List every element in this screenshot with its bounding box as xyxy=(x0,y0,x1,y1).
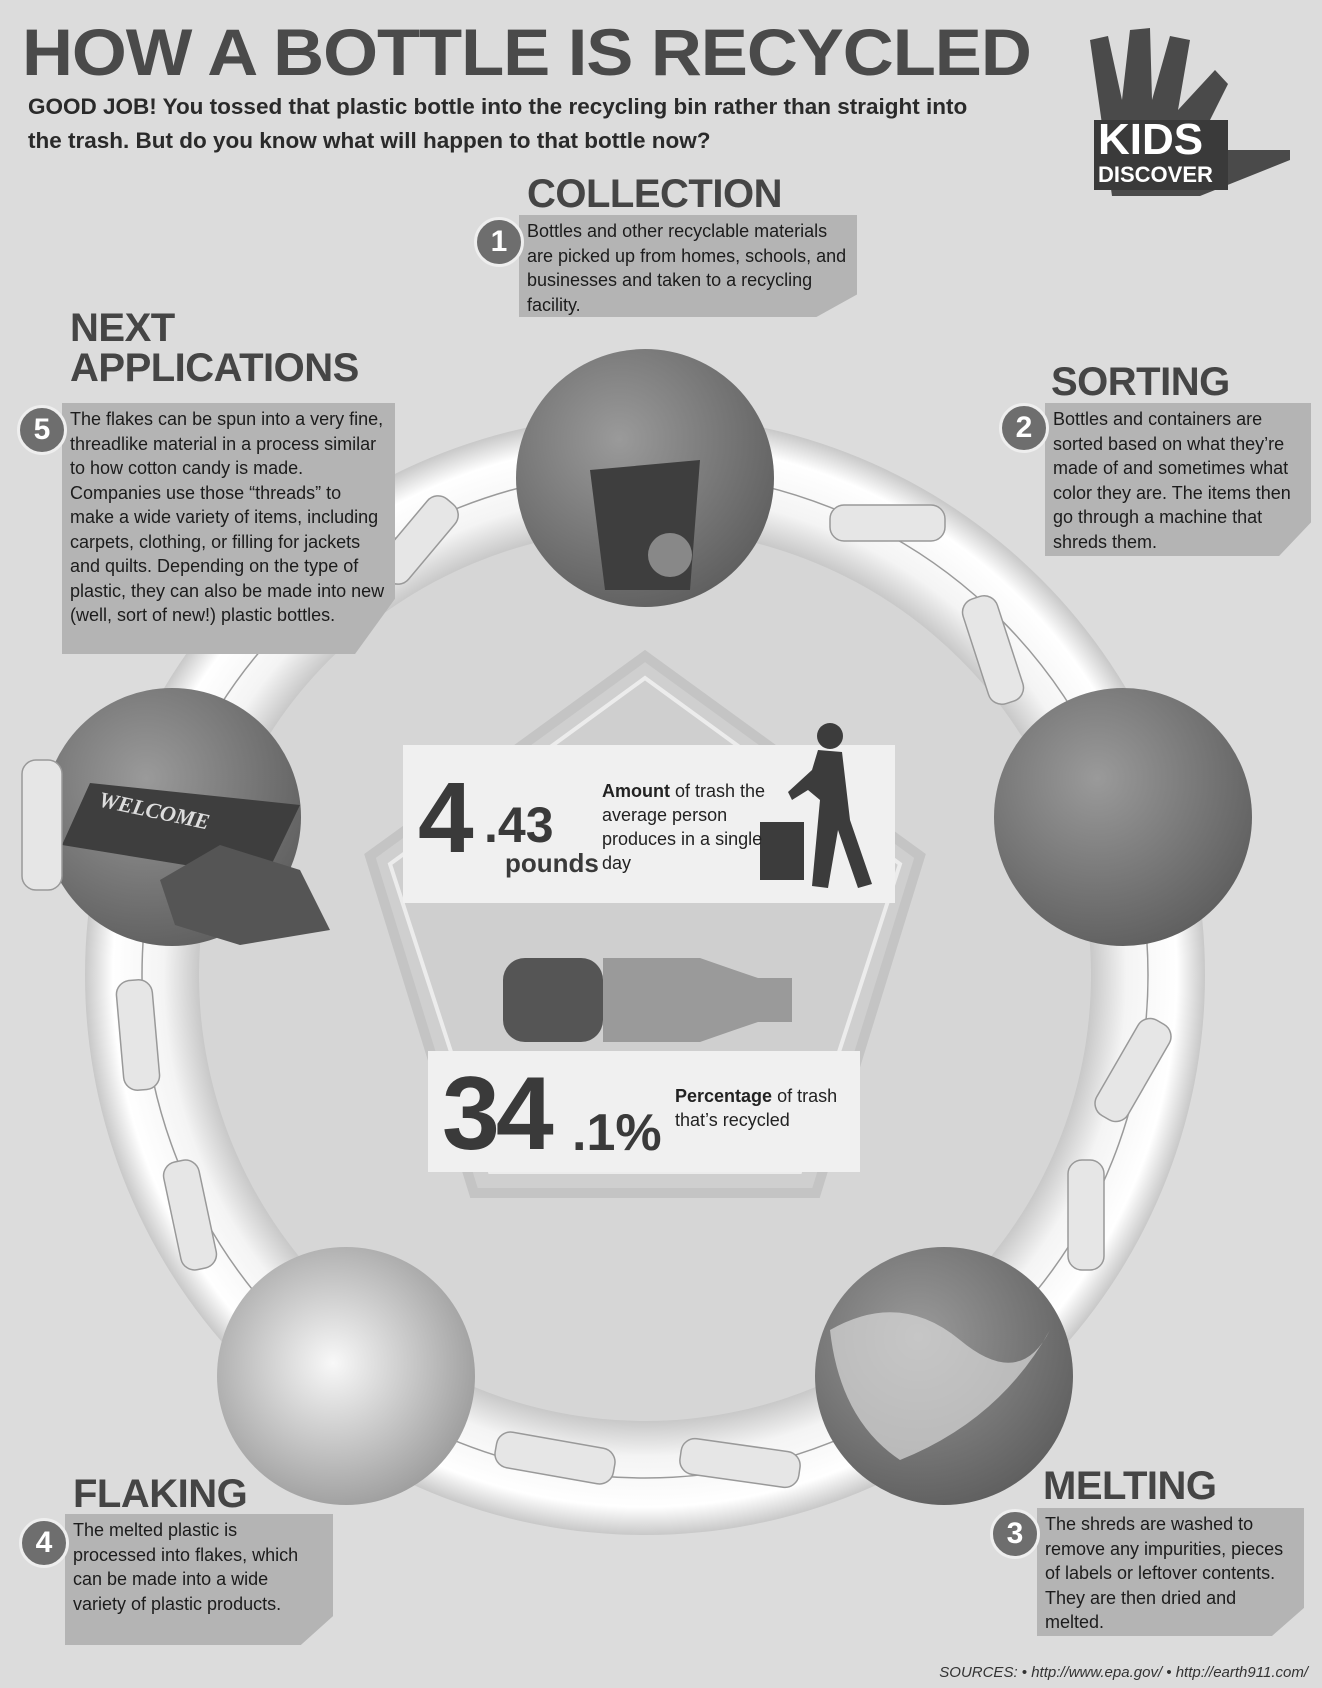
step-text: Bottles and other recyclable materials a… xyxy=(519,215,857,317)
stat-label-rest: of trash the average person produces in … xyxy=(602,781,766,873)
photo-circles xyxy=(43,349,1252,1505)
logo-text: KIDS xyxy=(1098,115,1204,164)
stat-label-bold: Amount xyxy=(602,781,670,801)
logo-hand xyxy=(1090,28,1290,196)
stat-label-rest: of trash that’s recycled xyxy=(675,1086,838,1130)
stat-whole: 34 xyxy=(442,1056,554,1172)
bottle-dark xyxy=(503,958,603,1042)
step-heading: FLAKING xyxy=(73,1472,248,1516)
intro: GOOD JOB! You tossed that plastic bottle… xyxy=(28,94,968,153)
stat-whole: 4 xyxy=(418,762,474,874)
step-heading: NEXT APPLICATIONS xyxy=(70,306,359,390)
person-silhouette xyxy=(760,723,872,888)
step-number: 3 xyxy=(990,1509,1040,1559)
ring-bottles xyxy=(21,495,1172,1489)
stat-label: Amount of trash the average person produ… xyxy=(602,779,782,875)
stat-label: Percentage of trash that’s recycled xyxy=(675,1084,855,1132)
step-text: Bottles and containers are sorted based … xyxy=(1045,403,1311,556)
step-number: 4 xyxy=(19,1518,69,1568)
stat-label-bold: Percentage xyxy=(675,1086,773,1106)
stat-fraction: .1% xyxy=(572,1104,662,1162)
sources: SOURCES: • http://www.epa.gov/ • http://… xyxy=(939,1664,1308,1681)
step-text: The flakes can be spun into a very fine,… xyxy=(62,403,395,654)
logo-text: DISCOVER xyxy=(1098,162,1213,187)
step-text: The shreds are washed to remove any impu… xyxy=(1037,1508,1304,1636)
step-number: 5 xyxy=(17,405,67,455)
step-heading: MELTING xyxy=(1043,1464,1217,1508)
step-text: The melted plastic is processed into fla… xyxy=(65,1514,333,1645)
stat-fraction: .43 xyxy=(484,797,554,853)
step-number: 2 xyxy=(999,403,1049,453)
bottle-light xyxy=(603,958,792,1042)
step-heading: COLLECTION xyxy=(527,172,782,216)
title: HOW A BOTTLE IS RECYCLED xyxy=(22,15,1032,89)
step-number: 1 xyxy=(474,217,524,267)
stat-unit: pounds xyxy=(505,848,599,878)
stat-box xyxy=(428,1051,860,1172)
step-heading: SORTING xyxy=(1051,360,1230,404)
